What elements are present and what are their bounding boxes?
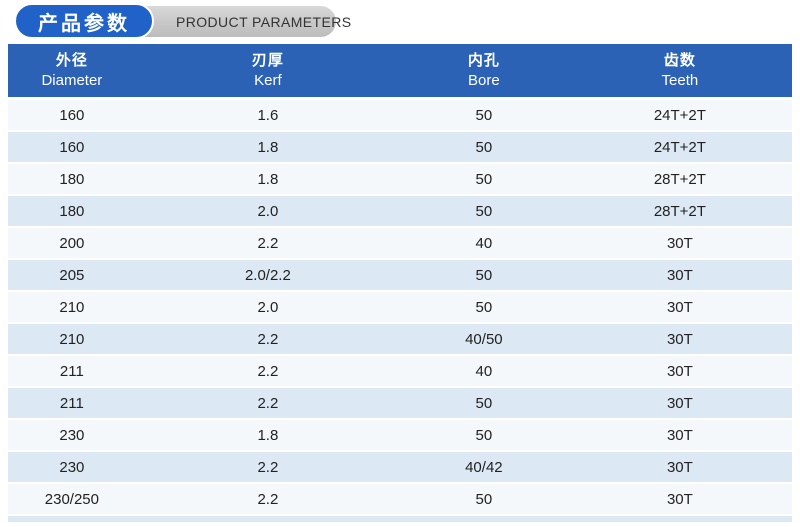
table-cell: 2.2 xyxy=(135,387,400,420)
table-cell: 1.8 xyxy=(135,163,400,196)
table-row: 211 2.2 40 30T xyxy=(8,355,792,388)
table-cell: 30T xyxy=(567,483,792,516)
table-cell: 50 xyxy=(399,195,568,228)
table-cell: 30T xyxy=(567,387,792,420)
table-cell: 40/42 xyxy=(399,451,568,484)
table-cell: 211 xyxy=(8,355,136,388)
table-header-row: 外径 Diameter 刃厚 Kerf 内孔 Bore 齿数 Teeth xyxy=(8,44,792,100)
table-cell: 1.6 xyxy=(135,98,400,132)
section-title-chinese: 产品参数 xyxy=(38,12,130,35)
table-cell: 180 xyxy=(8,195,136,228)
table-cell: 2.0 xyxy=(135,291,400,324)
title-pill-chinese: 产品参数 xyxy=(14,3,154,39)
table-cell: 50 xyxy=(399,387,568,420)
column-header: 刃厚 Kerf xyxy=(135,44,400,100)
table-cell: 40 xyxy=(399,227,568,260)
table-cell: 40/50 xyxy=(399,323,568,356)
table-body: 160 1.6 50 24T+2T 160 1.8 50 24T+2T 180 1.8 50 28T+… xyxy=(8,98,792,516)
table-cell: 211 xyxy=(8,387,136,420)
table-row: 160 1.8 50 24T+2T xyxy=(8,131,792,164)
table-cell: 230 xyxy=(8,451,136,484)
table-cell: 30T xyxy=(567,355,792,388)
table-row: 180 1.8 50 28T+2T xyxy=(8,163,792,196)
table-cell: 2.0/2.2 xyxy=(135,259,400,292)
table-cell: 28T+2T xyxy=(567,195,792,228)
column-header: 内孔 Bore xyxy=(399,44,568,100)
section-title: PRODUCT PARAMETERS 产品参数 xyxy=(14,3,800,43)
table-cell: 230/250 xyxy=(8,483,136,516)
table-cell: 50 xyxy=(399,483,568,516)
table-cell: 2.2 xyxy=(135,483,400,516)
table-cell: 24T+2T xyxy=(567,131,792,164)
table-cell: 50 xyxy=(399,259,568,292)
parameters-table: 外径 Diameter 刃厚 Kerf 内孔 Bore 齿数 Teeth 160 1.6 50 24… xyxy=(8,44,792,516)
table-cell: 2.2 xyxy=(135,323,400,356)
table-cell: 2.2 xyxy=(135,355,400,388)
table-cell: 50 xyxy=(399,419,568,452)
column-header: 外径 Diameter xyxy=(8,44,136,100)
table-row: 160 1.6 50 24T+2T xyxy=(8,98,792,132)
table-cell: 210 xyxy=(8,291,136,324)
section-title-english: PRODUCT PARAMETERS xyxy=(176,13,352,30)
table-cell: 160 xyxy=(8,131,136,164)
table-cell: 1.8 xyxy=(135,131,400,164)
partial-next-row xyxy=(8,516,792,522)
table-cell: 230 xyxy=(8,419,136,452)
column-header: 齿数 Teeth xyxy=(567,44,792,100)
table-row: 210 2.2 40/50 30T xyxy=(8,323,792,356)
table-cell: 200 xyxy=(8,227,136,260)
table-row: 210 2.0 50 30T xyxy=(8,291,792,324)
table-cell: 2.0 xyxy=(135,195,400,228)
table-cell: 30T xyxy=(567,323,792,356)
table-row: 230/250 2.2 50 30T xyxy=(8,483,792,516)
table-row: 230 2.2 40/42 30T xyxy=(8,451,792,484)
table-cell: 210 xyxy=(8,323,136,356)
table-cell: 2.2 xyxy=(135,227,400,260)
table-cell: 24T+2T xyxy=(567,98,792,132)
table-row: 200 2.2 40 30T xyxy=(8,227,792,260)
table-row: 180 2.0 50 28T+2T xyxy=(8,195,792,228)
table-cell: 30T xyxy=(567,227,792,260)
table-cell: 50 xyxy=(399,98,568,132)
table-cell: 50 xyxy=(399,163,568,196)
table-cell: 205 xyxy=(8,259,136,292)
table-cell: 50 xyxy=(399,131,568,164)
table-cell: 30T xyxy=(567,291,792,324)
table-row: 205 2.0/2.2 50 30T xyxy=(8,259,792,292)
table-cell: 40 xyxy=(399,355,568,388)
table-row: 211 2.2 50 30T xyxy=(8,387,792,420)
table-cell: 30T xyxy=(567,259,792,292)
table-cell: 2.2 xyxy=(135,451,400,484)
table-cell: 180 xyxy=(8,163,136,196)
table-cell: 160 xyxy=(8,98,136,132)
table-cell: 30T xyxy=(567,451,792,484)
table-cell: 28T+2T xyxy=(567,163,792,196)
table-row: 230 1.8 50 30T xyxy=(8,419,792,452)
product-parameters-page: PRODUCT PARAMETERS 产品参数 外径 Diameter 刃厚 Kerf… xyxy=(0,3,800,527)
table-cell: 1.8 xyxy=(135,419,400,452)
table-header: 外径 Diameter 刃厚 Kerf 内孔 Bore 齿数 Teeth xyxy=(8,44,792,100)
table-cell: 50 xyxy=(399,291,568,324)
table-cell: 30T xyxy=(567,419,792,452)
